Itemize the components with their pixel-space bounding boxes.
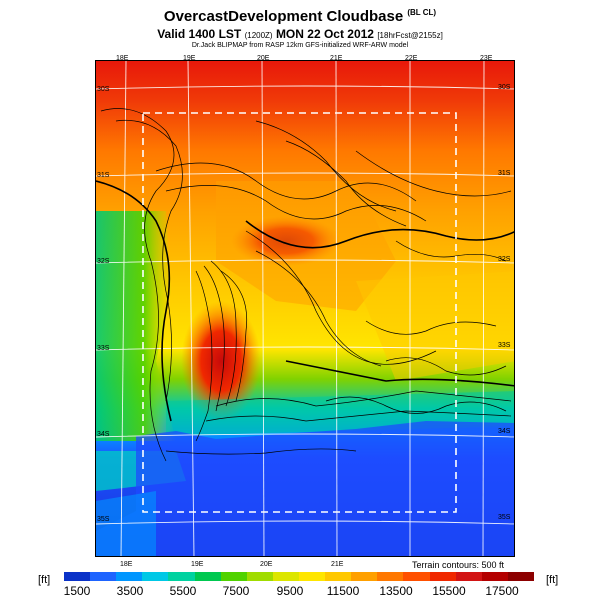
high-cloudbase-area (231, 216, 341, 266)
colorbar-cell (246, 572, 273, 581)
lat-label-right: 34S (498, 428, 511, 435)
lon-label-top: 20E (257, 55, 270, 62)
lat-lon-grid (96, 61, 514, 556)
lat-label-right: 30S (498, 84, 511, 91)
lat-label-right: 33S (498, 342, 511, 349)
colorbar-tick-label: 9500 (276, 584, 304, 598)
title-suffix: (BL CL) (407, 8, 437, 17)
lon-label-top: 22E (405, 55, 418, 62)
colorbar-cell (116, 572, 143, 581)
forecast-info: [18hrFcst@2155z] (377, 31, 443, 40)
colorbar-cell (507, 572, 534, 581)
west-coast-field (96, 211, 176, 441)
colorbar-cell (272, 572, 299, 581)
valid-time: Valid 1400 LST (1200Z) MON 22 Oct 2012 [… (0, 27, 600, 41)
lon-label-top: 23E (480, 55, 493, 62)
lon-label-top: 18E (116, 55, 129, 62)
colorbar-tick-label: 5500 (169, 584, 197, 598)
lat-label-left: 33S (97, 345, 110, 352)
map-canvas (96, 61, 514, 556)
colorbar-tick-label: 15500 (432, 584, 466, 598)
valid-date: MON 22 Oct 2012 (275, 27, 374, 41)
colorbar-tick-label: 1500 (63, 584, 91, 598)
lat-label-left: 34S (97, 431, 110, 438)
colorbar-cell (481, 572, 508, 581)
colorbar-cell (168, 572, 195, 581)
ocean-field (96, 421, 514, 556)
colorbar-cell (351, 572, 378, 581)
lon-label-top: 19E (183, 55, 196, 62)
colorbar-tick-label: 7500 (222, 584, 250, 598)
valid-label: Valid 1400 LST (157, 27, 242, 41)
map-title: OvercastDevelopment Cloudbase (BL CL) (0, 8, 600, 25)
lat-label-right: 31S (498, 170, 511, 177)
colorbar-cell (298, 572, 326, 581)
colorbar-tick-label: 17500 (485, 584, 519, 598)
colorbar-cell (455, 572, 482, 581)
colorbar-cell (194, 572, 221, 581)
colorbar-cell (64, 572, 91, 581)
terrain-contour-note: Terrain contours: 500 ft (411, 560, 504, 570)
valid-code: (1200Z) (244, 31, 273, 40)
colorbar-cell (403, 572, 430, 581)
colorbar-cell (90, 572, 117, 581)
colorbar-tick-label: 11500 (326, 584, 360, 598)
colorbar-cell (142, 572, 169, 581)
lon-label-bottom: 20E (260, 561, 273, 568)
lat-label-left: 31S (97, 172, 110, 179)
terrain-contours-major (96, 180, 514, 422)
lat-label-left: 32S (97, 258, 110, 265)
colorbar-cell (429, 572, 456, 581)
lon-label-top: 21E (330, 55, 343, 62)
lon-label-bottom: 19E (191, 561, 204, 568)
colorbar-cell (325, 572, 352, 581)
inner-domain-box (142, 112, 457, 513)
colorbar-tick-label: 13500 (379, 584, 413, 598)
high-cloudbase-area (181, 301, 261, 421)
interior-field (356, 271, 514, 381)
colorbar-unit-right: [ft] (546, 574, 559, 586)
lat-label-right: 35S (498, 514, 511, 521)
colorbar-cell (220, 572, 247, 581)
colorbar-tick-label: 3500 (116, 584, 144, 598)
colorbar-unit-left: [ft] (38, 574, 51, 586)
title-main: OvercastDevelopment Cloudbase (163, 8, 404, 25)
lat-label-left: 35S (97, 516, 110, 523)
forecast-map (95, 60, 515, 557)
colorbar-cell (377, 572, 404, 581)
colorbar (64, 572, 534, 581)
lat-label-left: 30S (97, 86, 110, 93)
lon-label-bottom: 18E (120, 561, 133, 568)
model-credit: Dr.Jack BLIPMAP from RASP 12km GFS-initi… (191, 42, 409, 49)
lon-label-bottom: 21E (331, 561, 344, 568)
lat-label-right: 32S (498, 256, 511, 263)
terrain-contours (100, 108, 512, 462)
